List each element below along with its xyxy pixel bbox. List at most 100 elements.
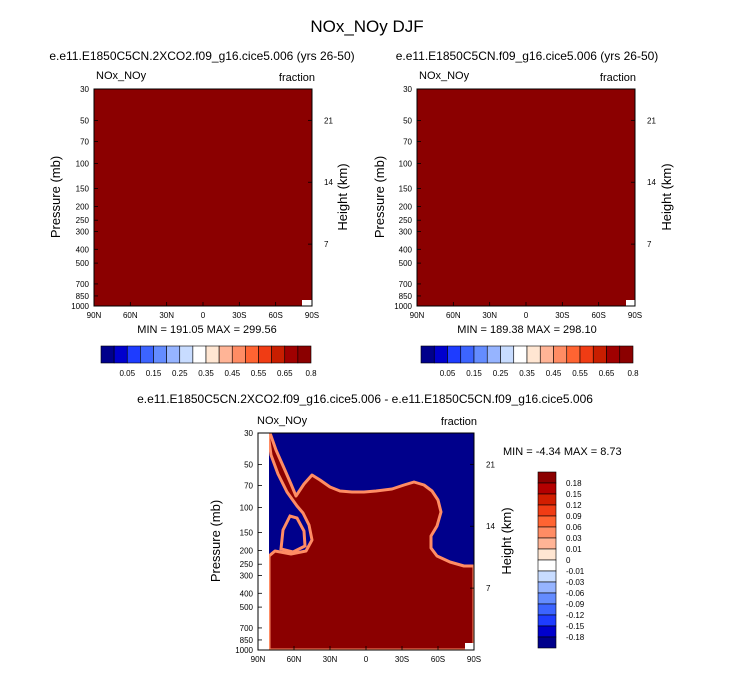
ytick-label: 300 [76, 227, 90, 236]
y2tick-label: 14 [324, 178, 333, 187]
y2tick-label: 14 [647, 178, 656, 187]
ytick-label: 850 [240, 636, 254, 645]
colorbar-label: -0.01 [566, 567, 585, 576]
colorbar-swatch [539, 345, 554, 364]
colorbar-swatch [420, 345, 435, 364]
colorbar-swatch [486, 345, 501, 364]
colorbar-swatch [192, 345, 207, 364]
colorbar-label: 0.12 [566, 501, 582, 510]
xtick-label: 90N [251, 655, 266, 664]
ytick-label: 100 [240, 504, 254, 513]
colorbar-swatch [606, 345, 621, 364]
colorbar-swatch [553, 345, 568, 364]
panel-1: e.e11.E1850C5CN.2XCO2.f09_g16.cice5.006 … [48, 49, 355, 378]
xtick-label: 30S [555, 311, 569, 320]
ytick-label: 700 [76, 280, 90, 289]
y2tick-label: 21 [324, 116, 333, 125]
colorbar-label: 0.15 [466, 369, 482, 378]
colorbar-swatch [592, 345, 607, 364]
colorbar-swatch [113, 345, 128, 364]
xtick-label: 90N [410, 311, 425, 320]
colorbar-label: 0.25 [172, 369, 188, 378]
colorbar-label: 0.65 [277, 369, 293, 378]
ytick-label: 150 [399, 185, 413, 194]
colorbar-swatch [258, 345, 272, 364]
colorbar-label: 0.45 [546, 369, 562, 378]
xtick-label: 90N [87, 311, 102, 320]
colorbar-swatch [447, 345, 462, 364]
ytick-label: 250 [240, 560, 254, 569]
panel-2-y2ticks: 21 14 7 [631, 116, 656, 249]
colorbar-swatch [140, 345, 154, 364]
colorbar-swatch [537, 636, 557, 649]
colorbar-swatch [284, 345, 299, 364]
colorbar-swatch [153, 345, 167, 364]
colorbar-label: 0.8 [305, 369, 317, 378]
colorbar-swatch [537, 614, 557, 627]
panel-2-left-label: NOx_NOy [419, 70, 470, 82]
ytick-label: 300 [240, 571, 254, 580]
xtick-label: 30S [395, 655, 409, 664]
ytick-label: 250 [76, 216, 90, 225]
ytick-label: 200 [399, 202, 413, 211]
colorbar-label: 0.45 [224, 369, 240, 378]
colorbar-label: 0.8 [627, 369, 639, 378]
colorbar-swatch [566, 345, 581, 364]
y2tick-label: 21 [486, 460, 495, 469]
colorbar-label: 0 [566, 556, 571, 565]
panel-2-corner-gap [626, 300, 635, 306]
panel-3-xticks: 90N 60N 30N 0 30S 60S 90S [251, 646, 481, 664]
panel-3: e.e11.E1850C5CN.2XCO2.f09_g16.cice5.006 … [137, 392, 622, 664]
panel-3-blue-blob [279, 514, 307, 554]
colorbar-swatch [513, 345, 528, 364]
xtick-label: 90S [467, 655, 481, 664]
panel-3-stats: MIN = -4.34 MAX = 8.73 [503, 446, 622, 458]
panel-3-y2ticks: 21 14 7 [470, 460, 495, 593]
xtick-label: 90S [305, 311, 319, 320]
ytick-label: 70 [244, 481, 253, 490]
ytick-label: 150 [240, 529, 254, 538]
colorbar-swatch [231, 345, 246, 364]
colorbar-swatch [537, 603, 557, 616]
panel-3-ylabel: Pressure (mb) [208, 500, 223, 582]
xtick-label: 60N [446, 311, 461, 320]
panel-1-y2label: Height (km) [335, 163, 350, 230]
ytick-label: 200 [76, 202, 90, 211]
colorbar-swatch [205, 345, 220, 364]
ytick-label: 50 [244, 461, 253, 470]
panel-2-right-label: fraction [600, 72, 636, 84]
colorbar-swatch [537, 559, 557, 572]
panel-3-colorbar: 0.18 0.15 0.12 0.09 0.06 0.03 0.01 0 -0.01 -0.03 -… [537, 471, 585, 649]
panel-2-y2label: Height (km) [659, 163, 674, 230]
colorbar-swatch [100, 345, 115, 364]
panel-3-title: e.e11.E1850C5CN.2XCO2.f09_g16.cice5.006 … [137, 392, 593, 406]
colorbar-label: -0.09 [566, 600, 585, 609]
xtick-label: 90S [628, 311, 642, 320]
colorbar-swatch [126, 345, 141, 364]
ytick-label: 1000 [235, 646, 253, 655]
panel-1-xticks: 90N 60N 30N 0 30S 60S 90S [87, 302, 319, 320]
colorbar-swatch [537, 592, 557, 605]
ytick-label: 30 [80, 85, 89, 94]
colorbar-swatch [537, 581, 557, 594]
colorbar-swatch [537, 548, 557, 561]
panel-3-corner-gap [465, 643, 474, 650]
colorbar-swatch [537, 471, 557, 484]
panel-1-right-label: fraction [279, 72, 315, 84]
ytick-label: 70 [403, 137, 412, 146]
panel-2-colorbar: 0.05 0.15 0.25 0.35 0.45 0.55 0.65 0.8 [420, 345, 639, 378]
panel-3-right-label: fraction [441, 416, 477, 428]
ytick-label: 700 [399, 280, 413, 289]
panel-1-y2ticks: 21 14 7 [308, 116, 333, 249]
ytick-label: 50 [403, 117, 412, 126]
colorbar-swatch [537, 537, 557, 550]
xtick-label: 60N [287, 655, 302, 664]
colorbar-swatch [245, 345, 259, 364]
ytick-label: 500 [240, 603, 254, 612]
colorbar-label: 0.65 [599, 369, 615, 378]
colorbar-swatch [297, 345, 312, 364]
panel-1-colorbar: 0.05 0.15 0.25 0.35 0.45 0.55 0.65 0.8 [100, 345, 317, 378]
y2tick-label: 14 [486, 522, 495, 531]
